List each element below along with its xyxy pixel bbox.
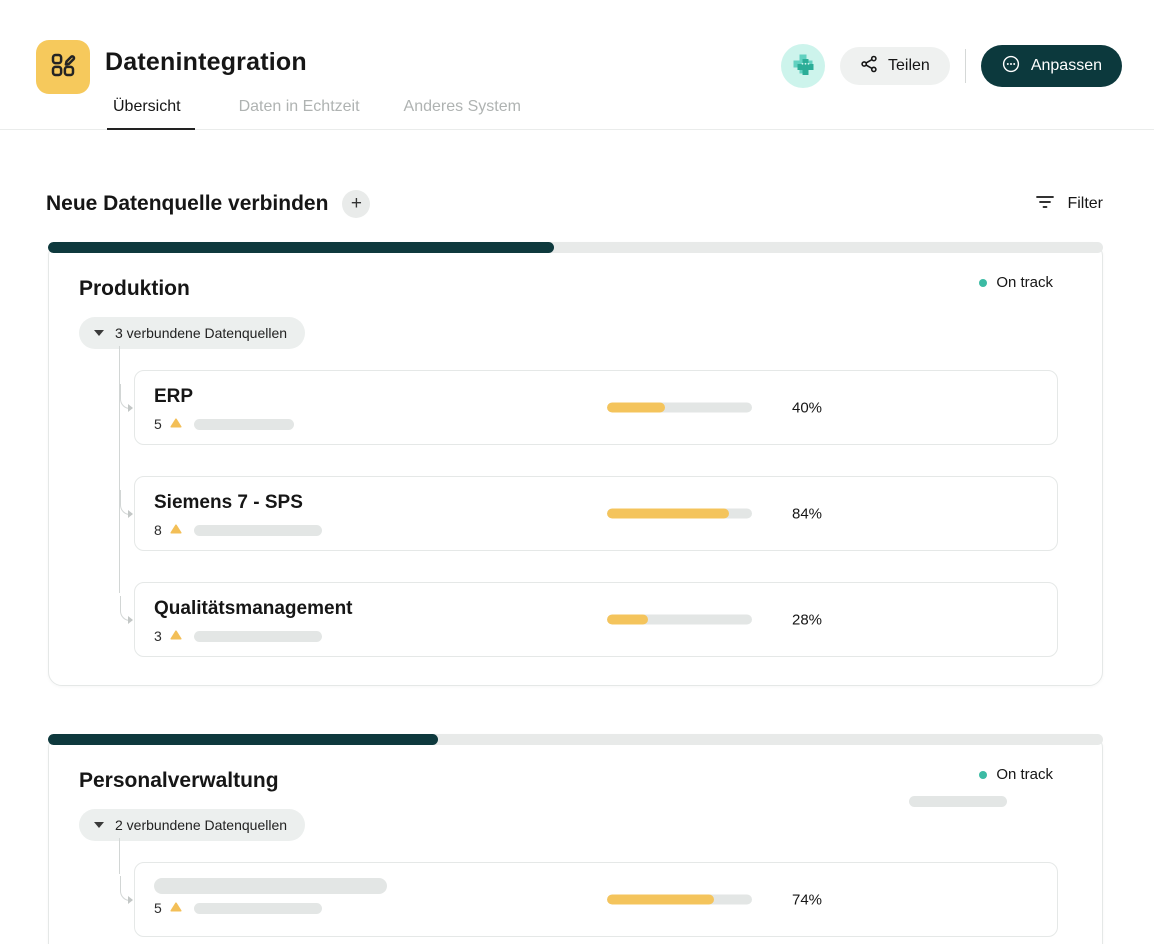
app-logo xyxy=(36,40,90,94)
issue-count: 5 xyxy=(154,900,162,916)
source-row-siemens[interactable]: Siemens 7 - SPS 8 84% xyxy=(120,476,1058,551)
customize-button-label: Anpassen xyxy=(1030,57,1102,74)
share-network-icon xyxy=(860,55,878,78)
connected-sources-dropdown[interactable]: 3 verbundene Datenquellen xyxy=(79,317,306,349)
text-skeleton xyxy=(193,902,322,914)
card-title: Produktion xyxy=(79,277,190,300)
source-name-skeleton xyxy=(154,878,387,894)
source-row-qualitaetsmanagement[interactable]: Qualitätsmanagement 3 28% xyxy=(120,582,1058,657)
section-title: Neue Datenquelle verbinden xyxy=(46,192,329,215)
sources-tree: ERP 5 40% Siemens 7 - SPS xyxy=(79,370,1080,657)
card-title: Personalverwaltung xyxy=(79,769,279,792)
connected-sources-label: 2 verbundene Datenquellen xyxy=(115,817,288,833)
filter-lines-icon xyxy=(1036,195,1055,214)
header-actions: Teilen Anpassen xyxy=(781,44,1122,88)
tab-anderes-system[interactable]: Anderes System xyxy=(403,98,521,115)
issue-count: 8 xyxy=(154,522,162,538)
text-skeleton xyxy=(193,524,322,536)
card-progress-fill xyxy=(48,242,555,253)
page-title: Datenintegration xyxy=(105,48,307,76)
progress-fill xyxy=(607,508,729,519)
progress-fill xyxy=(607,614,648,625)
warning-triangle-icon xyxy=(170,627,182,645)
chevron-down-icon xyxy=(94,330,104,336)
status-label: On track xyxy=(996,274,1053,291)
issue-count: 3 xyxy=(154,628,162,644)
progress-fill xyxy=(607,894,715,905)
share-button[interactable]: Teilen xyxy=(840,47,950,85)
text-skeleton xyxy=(193,630,322,642)
progress-fill xyxy=(607,402,665,413)
tab-daten-in-echtzeit[interactable]: Daten in Echtzeit xyxy=(238,98,360,115)
share-button-label: Teilen xyxy=(888,57,930,74)
tree-connector-line xyxy=(119,346,120,593)
header-divider xyxy=(964,49,966,83)
source-name: ERP xyxy=(154,386,194,407)
add-datasource-button[interactable]: + xyxy=(342,190,371,218)
card-progress-track xyxy=(48,242,1103,253)
tab-bar: Übersicht Daten in Echtzeit Anderes Syst… xyxy=(107,98,521,130)
status-label: On track xyxy=(996,766,1053,783)
source-row-erp[interactable]: ERP 5 40% xyxy=(120,370,1058,445)
app-header: Datenintegration Übersicht Daten in Echt… xyxy=(0,0,1154,130)
progress-percent: 84% xyxy=(792,505,823,522)
project-card-personalverwaltung: Personalverwaltung On track 2 verbundene… xyxy=(48,734,1103,944)
sources-tree: 5 74% xyxy=(79,862,1080,937)
status-badge: On track xyxy=(979,274,1053,291)
source-row-loading[interactable]: 5 74% xyxy=(120,862,1058,937)
filter-button[interactable]: Filter xyxy=(1036,195,1103,214)
source-name: Siemens 7 - SPS xyxy=(154,492,303,513)
progress-percent: 28% xyxy=(792,611,823,628)
source-progress: 28% xyxy=(607,611,830,628)
status-skeleton xyxy=(909,796,1007,807)
source-progress: 74% xyxy=(607,891,830,908)
source-progress: 84% xyxy=(607,505,830,522)
status-dot-icon xyxy=(979,770,988,779)
assistant-plus-button[interactable] xyxy=(781,44,826,88)
warning-triangle-icon xyxy=(170,521,182,539)
warning-triangle-icon xyxy=(170,415,182,433)
connected-sources-dropdown[interactable]: 2 verbundene Datenquellen xyxy=(79,809,306,841)
text-skeleton xyxy=(193,418,294,430)
tree-connector-line xyxy=(119,838,120,874)
progress-percent: 40% xyxy=(792,399,823,416)
customize-button[interactable]: Anpassen xyxy=(980,45,1122,87)
source-progress: 40% xyxy=(607,399,830,416)
project-card-produktion: Produktion On track 3 verbundene Datenqu… xyxy=(48,242,1103,686)
progress-percent: 74% xyxy=(792,891,823,908)
plus-icon xyxy=(789,50,817,83)
warning-triangle-icon xyxy=(170,899,182,917)
status-badge: On track xyxy=(909,766,1053,807)
status-dot-icon xyxy=(979,278,988,287)
chevron-down-icon xyxy=(94,822,104,828)
connected-sources-label: 3 verbundene Datenquellen xyxy=(115,325,288,341)
grid-edit-icon xyxy=(48,50,78,85)
ellipsis-circle-icon xyxy=(1001,54,1021,79)
filter-button-label: Filter xyxy=(1067,195,1103,212)
issue-count: 5 xyxy=(154,416,162,432)
card-progress-track xyxy=(48,734,1103,745)
source-name: Qualitätsmanagement xyxy=(154,598,353,619)
tab-uebersicht[interactable]: Übersicht xyxy=(107,98,195,130)
section-header: Neue Datenquelle verbinden + Filter xyxy=(46,190,1103,218)
card-progress-fill xyxy=(48,734,439,745)
